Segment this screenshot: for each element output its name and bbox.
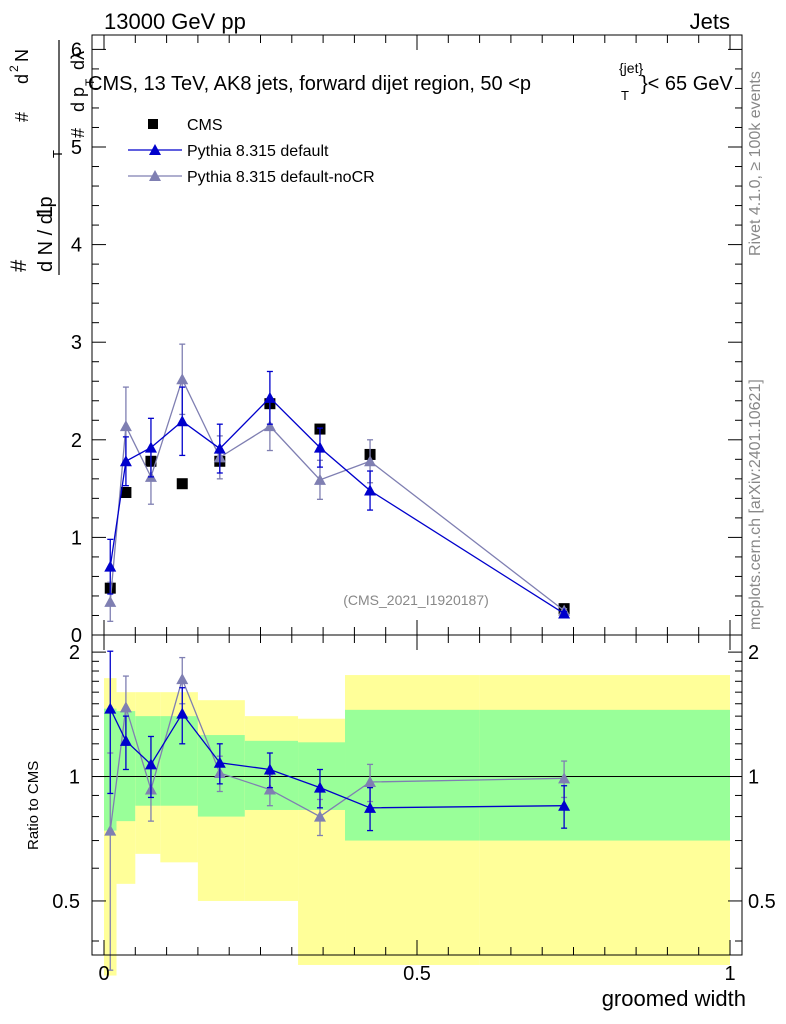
default-point-2 [144,441,157,453]
title-sup: {jet} [619,60,643,76]
nocr-line [109,377,565,612]
ratio-default-point-6 [313,781,326,793]
default-point-4 [213,442,226,454]
ylabel-N: N [12,49,32,62]
default-point-3 [176,415,189,427]
nocr-point-6 [313,473,326,485]
ratio-nocr-point-3 [176,673,189,685]
x-tick-label-0: 0 [98,963,109,985]
main-ytick-label-5: 5 [71,137,82,159]
ratio-nocr-point-0 [104,824,117,836]
ratio-default-point-8 [558,799,571,811]
ratio-default-point-5 [263,763,276,775]
legend-cms-marker [148,119,158,129]
ratio-ytick-label-2: 2 [69,642,80,664]
legend-nocr-label: Pythia 8.315 default-noCR [187,169,375,186]
ratio-axis-ticks: 0.5 0.5 1 1 2 2 0 0.5 1 [52,635,776,985]
default-point-7 [364,484,377,496]
ratio-nocr-point-5 [263,783,276,795]
header-left: 13000 GeV pp [104,9,246,34]
default-point-0 [104,560,117,572]
ratio-default-point-7 [364,801,377,813]
ratio-ytick-label-right-0.5: 0.5 [748,891,776,913]
ratio-panel: 0.5 0.5 1 1 2 2 0 0.5 1 Ratio to CMS groomed wid… [25,634,776,1011]
watermark: (CMS_2021_I1920187) [343,592,489,608]
nocr-point-0 [104,595,117,607]
main-ytick-label-0: 0 [71,625,82,647]
ratio-series [104,650,571,971]
ylabel-one: 1 [32,206,57,218]
default-point-5 [263,391,276,403]
ratio-default-point-1 [119,734,132,746]
ylabel-hash-bottom: # [68,128,88,138]
ylabel-T2: T [83,78,97,86]
ylabel-dpT: d p [68,87,88,112]
ratio-nocr-point-6 [313,810,326,822]
band-inner-5 [244,740,299,810]
mcplots-label: mcplots.cern.ch [arXiv:2401.10621] [747,379,764,630]
x-tick-label-1: 1 [724,963,735,985]
ratio-nocr-point-1 [119,701,132,713]
ratio-nocr-point-8 [558,772,571,784]
main-ylabel: 1 # d N / d p T # d 2 N # d p dλ T [6,40,97,275]
legend: CMS Pythia 8.315 default Pythia 8.315 de… [128,117,375,186]
chart-title: CMS, 13 TeV, AK8 jets, forward dijet reg… [88,60,733,103]
default-point-6 [313,441,326,453]
ratio-ylabel: Ratio to CMS [25,761,42,850]
ratio-default-point-0 [104,702,117,714]
main-ytick-label-4: 4 [71,235,82,257]
band-inner-7 [345,709,480,841]
x-axis-label: groomed width [602,986,746,1011]
legend-nocr-marker [149,170,161,181]
ylabel-d2N: d [12,74,32,84]
legend-cms-label: CMS [187,117,223,134]
ratio-ytick-label-1: 1 [69,767,80,789]
nocr-point-5 [263,420,276,432]
ratio-default-point-3 [176,707,189,719]
ylabel-T: T [50,150,65,158]
band-inner-3 [160,716,198,806]
x-tick-label-0.5: 0.5 [403,963,431,985]
ratio-ytick-label-0.5: 0.5 [52,891,80,913]
legend-default-label: Pythia 8.315 default [187,143,329,160]
main-ytick-label-6: 6 [71,39,82,61]
default-point-1 [119,455,132,467]
ratio-nocr-point-7 [364,775,377,787]
ylabel-hash: # [6,259,31,272]
main-ytick-label-1: 1 [71,527,82,549]
ylabel-two: 2 [7,65,21,72]
main-panel: 0 1 2 3 4 5 6 (CMS_2021_I1920187) CMS, 13 TeV,… [6,34,743,647]
header-right: Jets [690,9,730,34]
cms-point-1 [120,487,132,499]
legend-default-marker [149,144,161,155]
main-ytick-label-3: 3 [71,332,82,354]
nocr-point-1 [119,420,132,432]
ratio-ytick-label-right-2: 2 [748,642,759,664]
ratio-default-point-2 [144,758,157,770]
ratio-bands [104,675,730,976]
main-series [104,343,571,622]
default-line [109,396,565,615]
ylabel-dN: d N / d p [35,196,57,272]
title-prefix: CMS, 13 TeV, AK8 jets, forward dijet reg… [88,73,531,95]
cms-point-3 [176,478,188,490]
ylabel-dlambda: dλ [68,51,88,70]
rivet-label: Rivet 4.1.0, ≥ 100k events [747,71,764,256]
ylabel-hash-top: # [12,112,32,122]
title-suffix: }< 65 GeV [641,73,733,95]
main-ytick-label-2: 2 [71,430,82,452]
nocr-point-3 [176,373,189,385]
ratio-default-point-4 [213,756,226,768]
default-point-8 [558,607,571,619]
ratio-ytick-label-right-1: 1 [748,767,759,789]
nocr-point-7 [364,455,377,467]
band-inner-8 [479,709,730,841]
main-axis-ticks: 0 1 2 3 4 5 6 [71,35,742,647]
title-sub: T [621,88,629,103]
